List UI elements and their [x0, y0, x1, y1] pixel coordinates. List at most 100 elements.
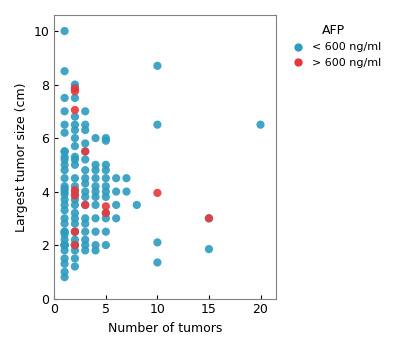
< 600 ng/ml — [62, 229, 68, 234]
< 600 ng/ml — [113, 202, 119, 208]
< 600 ng/ml — [72, 202, 78, 208]
< 600 ng/ml — [82, 175, 88, 181]
< 600 ng/ml — [82, 242, 88, 248]
< 600 ng/ml — [62, 274, 68, 280]
< 600 ng/ml — [62, 157, 68, 162]
< 600 ng/ml — [62, 202, 68, 208]
< 600 ng/ml — [62, 175, 68, 181]
< 600 ng/ml — [82, 122, 88, 127]
< 600 ng/ml — [92, 167, 99, 173]
< 600 ng/ml — [62, 237, 68, 243]
< 600 ng/ml — [92, 216, 99, 221]
< 600 ng/ml — [62, 197, 68, 202]
< 600 ng/ml — [62, 261, 68, 267]
< 600 ng/ml — [62, 248, 68, 253]
< 600 ng/ml — [62, 242, 68, 248]
< 600 ng/ml — [82, 189, 88, 194]
< 600 ng/ml — [62, 162, 68, 168]
< 600 ng/ml — [62, 122, 68, 127]
< 600 ng/ml — [72, 248, 78, 253]
< 600 ng/ml — [82, 181, 88, 186]
< 600 ng/ml — [123, 189, 130, 194]
< 600 ng/ml — [62, 242, 68, 248]
< 600 ng/ml — [72, 183, 78, 189]
< 600 ng/ml — [72, 157, 78, 162]
< 600 ng/ml — [103, 242, 109, 248]
< 600 ng/ml — [62, 95, 68, 101]
< 600 ng/ml — [72, 242, 78, 248]
< 600 ng/ml — [103, 138, 109, 144]
< 600 ng/ml — [103, 167, 109, 173]
< 600 ng/ml — [82, 194, 88, 200]
< 600 ng/ml — [72, 175, 78, 181]
< 600 ng/ml — [103, 229, 109, 234]
< 600 ng/ml — [92, 229, 99, 234]
< 600 ng/ml — [62, 183, 68, 189]
< 600 ng/ml — [72, 229, 78, 234]
< 600 ng/ml — [92, 189, 99, 194]
< 600 ng/ml — [206, 216, 212, 221]
< 600 ng/ml — [72, 189, 78, 194]
Y-axis label: Largest tumor size (cm): Largest tumor size (cm) — [15, 82, 28, 232]
< 600 ng/ml — [62, 242, 68, 248]
> 600 ng/ml — [72, 229, 78, 234]
< 600 ng/ml — [62, 221, 68, 226]
< 600 ng/ml — [62, 186, 68, 192]
< 600 ng/ml — [72, 84, 78, 90]
< 600 ng/ml — [92, 194, 99, 200]
> 600 ng/ml — [72, 86, 78, 91]
< 600 ng/ml — [72, 221, 78, 226]
> 600 ng/ml — [72, 242, 78, 248]
< 600 ng/ml — [72, 210, 78, 216]
< 600 ng/ml — [72, 242, 78, 248]
< 600 ng/ml — [82, 157, 88, 162]
< 600 ng/ml — [82, 248, 88, 253]
< 600 ng/ml — [72, 229, 78, 234]
< 600 ng/ml — [62, 256, 68, 261]
< 600 ng/ml — [92, 248, 99, 253]
> 600 ng/ml — [72, 89, 78, 94]
Legend: < 600 ng/ml, > 600 ng/ml: < 600 ng/ml, > 600 ng/ml — [284, 21, 384, 71]
< 600 ng/ml — [154, 260, 161, 265]
< 600 ng/ml — [62, 68, 68, 74]
< 600 ng/ml — [82, 202, 88, 208]
< 600 ng/ml — [72, 242, 78, 248]
< 600 ng/ml — [103, 210, 109, 216]
> 600 ng/ml — [103, 210, 109, 216]
< 600 ng/ml — [82, 108, 88, 114]
< 600 ng/ml — [72, 82, 78, 88]
< 600 ng/ml — [113, 189, 119, 194]
< 600 ng/ml — [62, 108, 68, 114]
< 600 ng/ml — [62, 28, 68, 34]
< 600 ng/ml — [62, 149, 68, 154]
< 600 ng/ml — [62, 154, 68, 160]
< 600 ng/ml — [257, 122, 264, 127]
< 600 ng/ml — [72, 256, 78, 261]
< 600 ng/ml — [154, 122, 161, 127]
< 600 ng/ml — [123, 175, 130, 181]
> 600 ng/ml — [103, 203, 109, 209]
> 600 ng/ml — [72, 188, 78, 193]
< 600 ng/ml — [92, 175, 99, 181]
< 600 ng/ml — [103, 135, 109, 141]
> 600 ng/ml — [82, 149, 88, 154]
< 600 ng/ml — [92, 135, 99, 141]
< 600 ng/ml — [103, 216, 109, 221]
< 600 ng/ml — [206, 246, 212, 252]
< 600 ng/ml — [62, 229, 68, 234]
< 600 ng/ml — [154, 63, 161, 69]
< 600 ng/ml — [62, 242, 68, 248]
< 600 ng/ml — [62, 189, 68, 194]
< 600 ng/ml — [113, 175, 119, 181]
< 600 ng/ml — [72, 191, 78, 197]
< 600 ng/ml — [82, 127, 88, 133]
< 600 ng/ml — [72, 135, 78, 141]
< 600 ng/ml — [62, 232, 68, 237]
< 600 ng/ml — [72, 264, 78, 269]
< 600 ng/ml — [72, 143, 78, 149]
> 600 ng/ml — [206, 216, 212, 221]
> 600 ng/ml — [154, 190, 161, 196]
< 600 ng/ml — [113, 216, 119, 221]
< 600 ng/ml — [103, 183, 109, 189]
< 600 ng/ml — [134, 202, 140, 208]
